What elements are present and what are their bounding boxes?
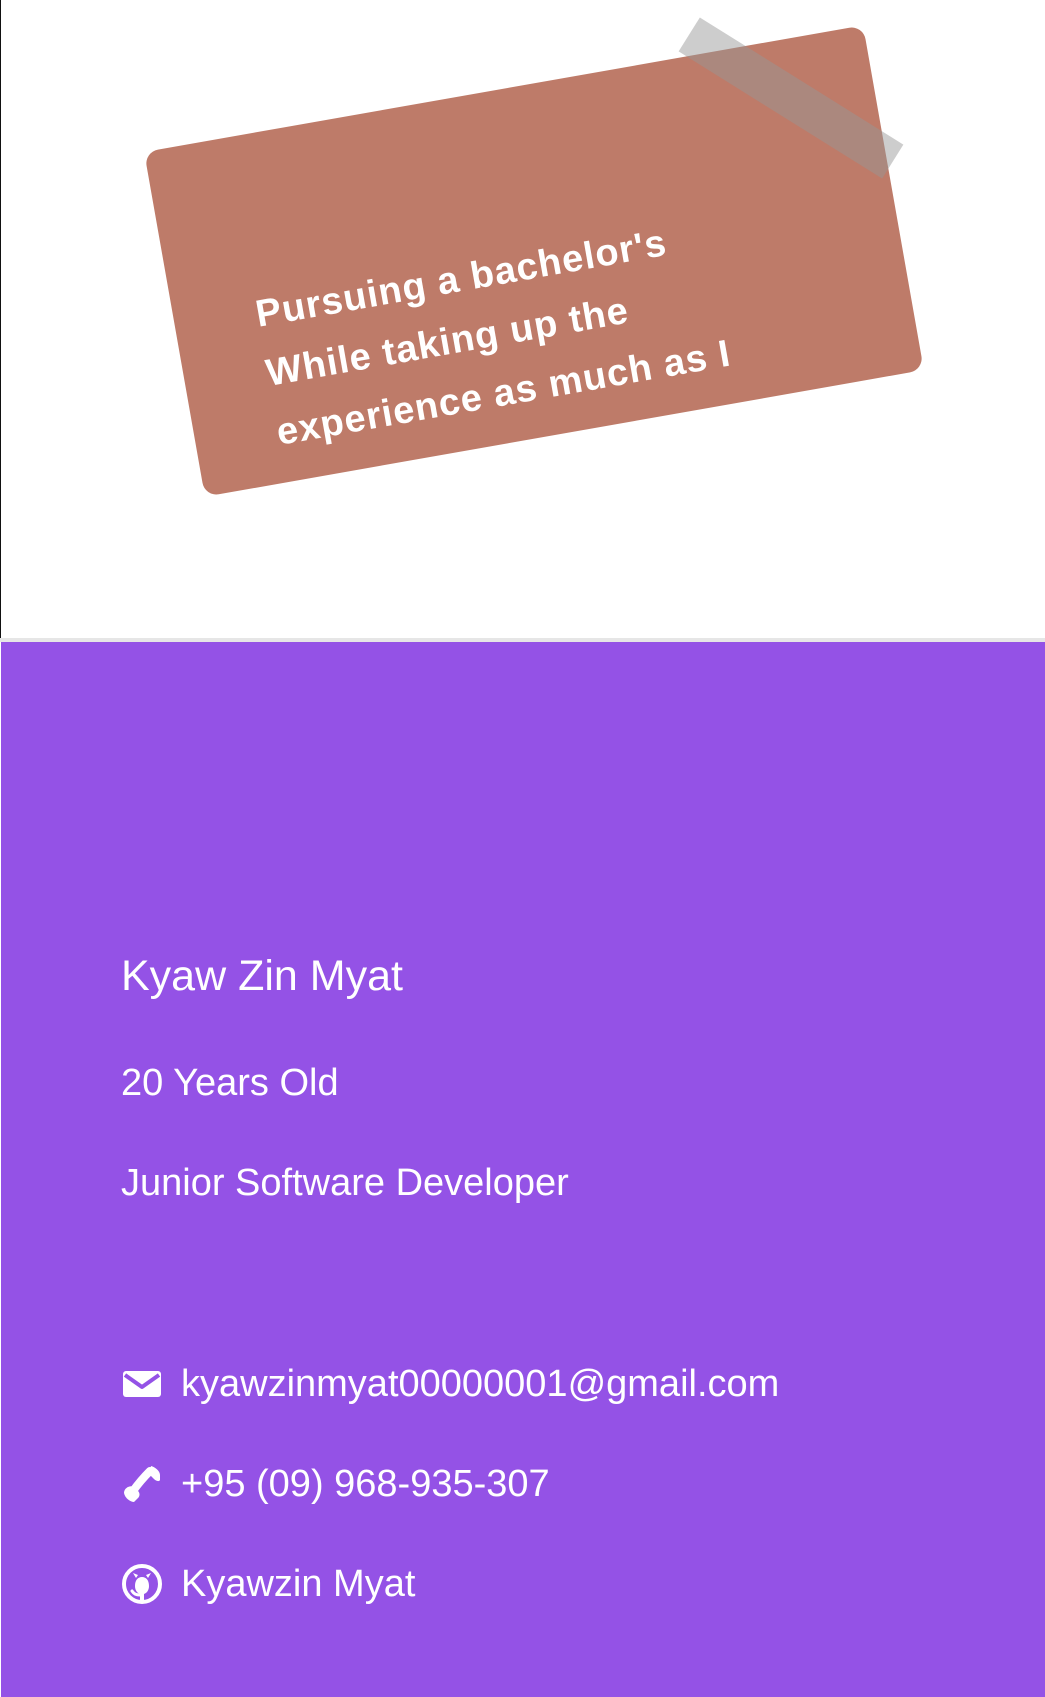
phone-icon [121,1463,163,1505]
sticky-note-text: Pursuing a bachelor's While taking up th… [252,222,734,514]
email-contact[interactable]: kyawzinmyat00000001@gmail.com [121,1360,779,1408]
github-profile-link[interactable]: Kyawzin Myat [181,1563,416,1605]
profile-name: Kyaw Zin Myat [121,952,403,1000]
envelope-icon [121,1363,163,1405]
phone-number[interactable]: +95 (09) 968-935-307 [181,1463,550,1505]
phone-contact[interactable]: +95 (09) 968-935-307 [121,1460,550,1508]
github-contact[interactable]: Kyawzin Myat [121,1560,415,1608]
profile-role: Junior Software Developer [121,1162,569,1204]
github-icon [121,1563,163,1605]
section-divider [0,638,1045,642]
profile-age: 20 Years Old [121,1062,339,1104]
intro-section: Pursuing a bachelor's While taking up th… [0,0,1045,638]
email-address[interactable]: kyawzinmyat00000001@gmail.com [181,1363,780,1405]
profile-section: Kyaw Zin Myat 20 Years Old Junior Softwa… [1,642,1045,1697]
